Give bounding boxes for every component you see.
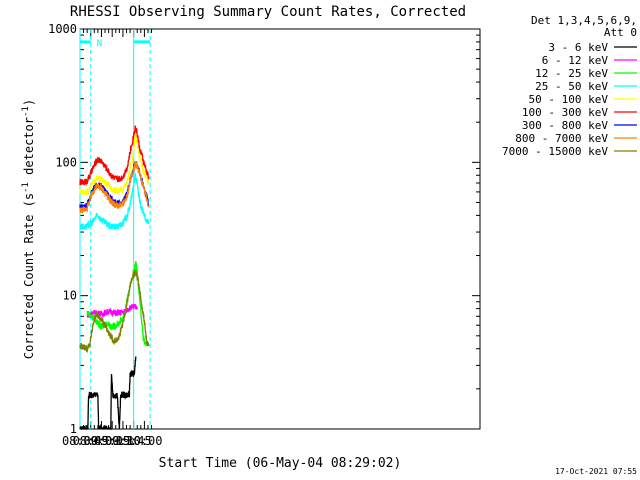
legend-entry-label: 6 - 12 keV bbox=[542, 54, 609, 67]
y-axis-label-mid: detector bbox=[22, 117, 36, 182]
y-axis-label-main: Corrected Count Rate (s bbox=[22, 193, 36, 359]
series-lines bbox=[79, 125, 150, 431]
series-line bbox=[86, 303, 138, 319]
y-tick-label: 1000 bbox=[48, 22, 77, 36]
legend-entry-label: 800 - 7000 keV bbox=[515, 132, 608, 145]
x-tick-label: 09:45 bbox=[116, 434, 152, 448]
y-tick-label: 10 bbox=[63, 289, 77, 303]
series-line bbox=[79, 172, 150, 231]
y-axis-label-sup1: -1 bbox=[21, 182, 31, 193]
y-axis-label-sup2: -1 bbox=[21, 106, 31, 117]
x-tick-label: 09:15 bbox=[94, 434, 130, 448]
state-label: N bbox=[97, 39, 102, 49]
legend-entry-label: 300 - 800 keV bbox=[522, 119, 608, 132]
legend-entry-label: 3 - 6 keV bbox=[548, 41, 608, 54]
legend-header-line2: Att 0 bbox=[604, 26, 637, 39]
y-tick-labels: 1 10 100 1000 bbox=[48, 22, 77, 436]
legend-entry-label: 25 - 50 keV bbox=[535, 80, 608, 93]
x-tick-label: 10:00 bbox=[126, 434, 162, 448]
legend-entry-label: 100 - 300 keV bbox=[522, 106, 608, 119]
series-line bbox=[86, 261, 148, 347]
y-axis-label: Corrected Count Rate (s-1 detector-1) bbox=[21, 99, 36, 359]
x-tick-label: 08:30 bbox=[62, 434, 98, 448]
x-axis-label: Start Time (06-May-04 08:29:02) bbox=[159, 456, 402, 471]
x-tick-label: 09:00 bbox=[83, 434, 119, 448]
footer-date: 17-Oct-2021 07:55 bbox=[555, 467, 637, 476]
x-tick-label: 08:45 bbox=[73, 434, 109, 448]
x-tick-label: 09:30 bbox=[105, 434, 141, 448]
legend-entry-label: 50 - 100 keV bbox=[529, 93, 609, 106]
series-line bbox=[79, 133, 150, 196]
series-line bbox=[79, 356, 137, 431]
attenuator-markers: N bbox=[79, 29, 151, 429]
legend-entry-label: 12 - 25 keV bbox=[535, 67, 608, 80]
legend-header-line1: Det 1,3,4,5,6,9, bbox=[531, 14, 637, 27]
series-line bbox=[79, 125, 150, 186]
series-line bbox=[79, 269, 150, 353]
y-tick-label: 1 bbox=[70, 422, 77, 436]
legend-entry-label: 7000 - 15000 keV bbox=[502, 145, 608, 158]
y-tick-label: 100 bbox=[55, 155, 77, 169]
series-line bbox=[79, 161, 150, 215]
chart-title: RHESSI Observing Summary Count Rates, Co… bbox=[70, 4, 466, 20]
y-axis-label-end: ) bbox=[22, 99, 36, 106]
